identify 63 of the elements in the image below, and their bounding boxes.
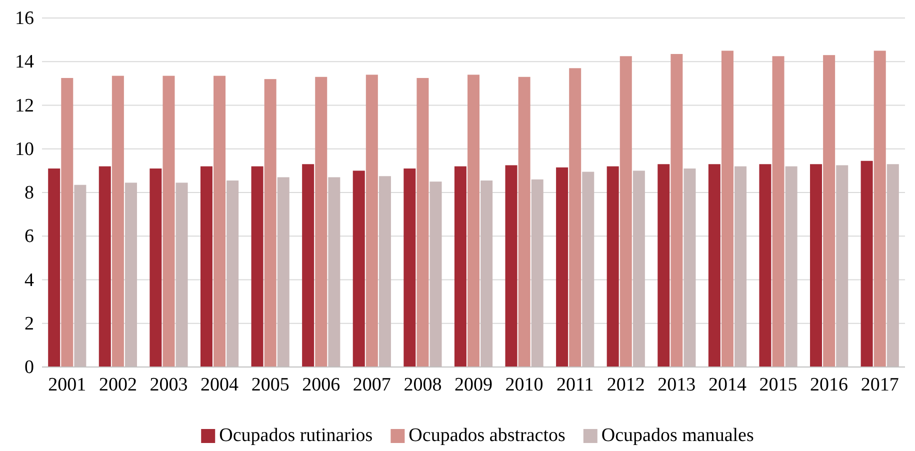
bar (468, 74, 480, 367)
x-tick-label: 2008 (404, 374, 442, 396)
bar (454, 166, 466, 367)
bar (823, 55, 836, 367)
x-tick-label: 2016 (810, 374, 848, 396)
legend-label: Ocupados abstractos (408, 425, 566, 446)
x-tick-label: 2001 (48, 374, 86, 396)
y-tick-label: 12 (15, 95, 34, 116)
bar (772, 56, 784, 367)
bar (810, 164, 822, 367)
y-tick-label: 14 (15, 52, 34, 73)
bar (112, 76, 124, 367)
y-tick-label: 8 (24, 182, 34, 204)
bar (264, 79, 276, 367)
x-tick-label: 2006 (302, 374, 340, 396)
x-tick-label: 2004 (200, 374, 240, 396)
y-tick-label: 0 (24, 357, 34, 378)
bar (366, 74, 378, 367)
bar (315, 76, 328, 367)
x-tick-label: 2011 (556, 374, 594, 396)
x-tick-label: 2007 (352, 374, 391, 396)
bar (721, 50, 734, 367)
bar (759, 164, 772, 367)
legend-label: Ocupados manuales (601, 425, 754, 446)
bar (708, 164, 720, 367)
x-tick-label: 2012 (606, 374, 645, 396)
bar (670, 54, 683, 367)
y-tick-label: 2 (24, 313, 34, 334)
y-tick-label: 10 (15, 138, 34, 160)
bar (620, 56, 632, 367)
x-tick-label: 2009 (454, 374, 492, 396)
y-tick-label: 4 (24, 270, 34, 291)
x-tick-label: 2010 (505, 374, 544, 396)
x-tick-label: 2014 (708, 374, 747, 396)
bar (200, 166, 212, 367)
bar (606, 166, 619, 367)
bar (98, 166, 111, 367)
bar (416, 78, 429, 367)
bar (404, 168, 416, 367)
bar (48, 168, 60, 367)
bar (860, 160, 873, 367)
bar (61, 78, 74, 367)
bar (505, 165, 518, 367)
bar (352, 170, 365, 367)
x-tick-label: 2002 (98, 374, 137, 396)
x-tick-label: 2005 (251, 374, 290, 396)
bar (556, 167, 568, 367)
x-tick-label: 2003 (150, 374, 188, 396)
x-tick-label: 2017 (860, 374, 899, 396)
bar (150, 168, 162, 367)
bar (874, 50, 886, 367)
bar (569, 68, 582, 367)
y-tick-label: 6 (24, 226, 34, 248)
y-tick-label: 16 (15, 8, 34, 30)
bar (302, 164, 314, 367)
bar (162, 76, 175, 367)
bar (214, 76, 226, 367)
bar (658, 164, 670, 367)
bar (251, 166, 264, 367)
x-tick-label: 2015 (759, 374, 798, 396)
x-tick-label: 2013 (658, 374, 696, 396)
bar (518, 76, 530, 367)
legend-label: Ocupados rutinarios (219, 425, 373, 446)
